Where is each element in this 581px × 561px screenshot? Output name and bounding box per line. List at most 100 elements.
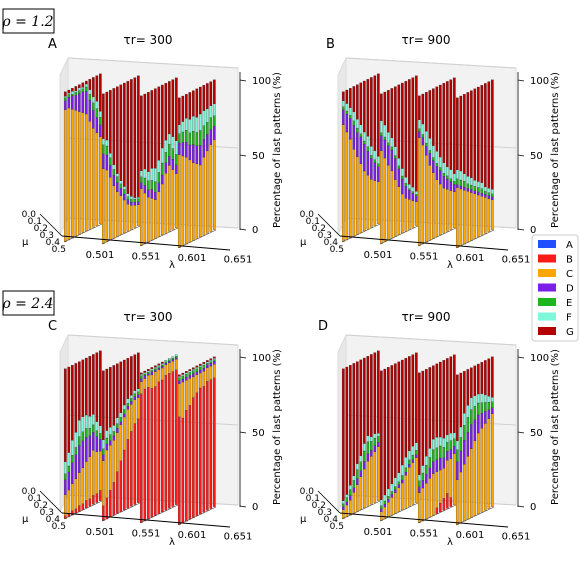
bar-segment-g xyxy=(455,374,459,441)
bar-segment-e xyxy=(112,169,116,176)
bar-segment-g xyxy=(202,85,206,111)
mu-tick-label: 0.4 xyxy=(324,238,339,248)
bar-segment-d xyxy=(105,443,109,451)
bar-segment-d xyxy=(490,407,494,414)
bar-segment-c xyxy=(105,169,109,243)
bar-segment-e xyxy=(355,469,359,479)
bar-segment-d xyxy=(366,151,370,176)
bar-segment-b xyxy=(143,388,147,522)
bar-segment-d xyxy=(67,97,71,109)
bar-segment-g xyxy=(181,372,185,375)
x-axis-label: λ xyxy=(169,537,175,548)
bar-segment-d xyxy=(74,454,78,480)
bar-segment-c xyxy=(469,448,473,518)
mu-tick-label: 0.1 xyxy=(28,217,42,227)
bar-segment-e xyxy=(376,163,380,167)
bar-segment-g xyxy=(133,77,137,198)
bar-segment-b xyxy=(177,416,181,525)
bar-segment-c xyxy=(473,440,477,516)
bar-segment-g xyxy=(98,350,102,426)
bar-segment-f xyxy=(81,87,85,89)
bar-segment-e xyxy=(483,402,487,412)
bar-segment-d xyxy=(435,166,439,180)
bar-segment-f xyxy=(188,119,192,134)
bar-segment-f xyxy=(348,107,352,116)
bar-segment-f xyxy=(119,412,123,418)
group-floor-line xyxy=(101,225,141,245)
bar-segment-e xyxy=(91,424,95,433)
y-tick-mark xyxy=(517,505,525,508)
bar-segment-f xyxy=(133,390,137,394)
bar-segment-d xyxy=(379,508,383,512)
bar-segment-d xyxy=(459,450,463,473)
bar-segment-c xyxy=(462,464,466,522)
bar-segment-d xyxy=(366,453,370,462)
bar-segment-c xyxy=(417,137,421,246)
bar-segment-f xyxy=(476,393,480,404)
bar-segment-c xyxy=(435,471,439,508)
bar-segment-e xyxy=(98,117,102,125)
bar-segment-g xyxy=(373,352,377,434)
bar-segment-c xyxy=(98,136,102,224)
bar-segment-f xyxy=(414,442,418,451)
bar-segment-b xyxy=(150,388,154,518)
bar-segment-g xyxy=(480,85,484,183)
bar-segment-b xyxy=(98,490,102,501)
bar-segment-d xyxy=(209,362,213,367)
bar-segment-b xyxy=(171,371,175,507)
bar-segment-c xyxy=(122,199,126,234)
bar-segment-c xyxy=(414,201,418,226)
bar-segment-f xyxy=(390,137,394,148)
bar-segment-f xyxy=(122,404,126,410)
bar-segment-f xyxy=(108,427,112,435)
bar-segment-g xyxy=(188,369,192,372)
bar-segment-c xyxy=(483,197,487,234)
y-axis-label: Percentage of last patterns (%) xyxy=(550,72,561,228)
bar-segment-g xyxy=(115,86,119,174)
bar-segment-e xyxy=(379,132,383,136)
bar-segment-e xyxy=(164,361,168,364)
x-axis-label: λ xyxy=(447,537,453,548)
bar-segment-d xyxy=(160,174,164,185)
bar-segment-f xyxy=(462,173,466,182)
bar-segment-d xyxy=(126,406,130,410)
bar-segment-g xyxy=(400,359,404,466)
bar-segment-d xyxy=(476,414,480,434)
bar-segment-c xyxy=(469,192,473,241)
mu-tick-label: 0.3 xyxy=(40,508,54,518)
bar-segment-f xyxy=(112,164,116,170)
bar-segment-b xyxy=(442,498,446,511)
bar-segment-c xyxy=(466,191,470,243)
bar-segment-d xyxy=(88,435,92,457)
bar-segment-f xyxy=(122,186,126,190)
bar-segment-f xyxy=(407,184,411,190)
bar-segment-f xyxy=(452,432,456,439)
bar-segment-c xyxy=(181,155,185,247)
bar-segment-c xyxy=(386,165,390,241)
bar-segment-e xyxy=(112,431,116,437)
bar-segment-d xyxy=(143,375,147,379)
bar-segment-b xyxy=(209,379,213,509)
bar-segment-f xyxy=(191,368,195,371)
bar-segment-f xyxy=(411,445,415,456)
bar-segment-c xyxy=(139,381,143,394)
bar-segment-f xyxy=(198,113,202,131)
bar-segment-g xyxy=(115,363,119,418)
bar-segment-g xyxy=(469,90,473,178)
bar-segment-g xyxy=(369,354,373,438)
bar-segment-c xyxy=(362,170,366,232)
bar-segment-f xyxy=(400,464,404,476)
bar-segment-d xyxy=(390,149,394,172)
bar-segment-g xyxy=(119,84,123,181)
legend-swatch-f xyxy=(538,312,556,321)
bar-segment-f xyxy=(146,171,150,181)
bar-segment-g xyxy=(366,356,370,436)
bar-segment-f xyxy=(177,376,181,378)
bar-segment-g xyxy=(70,88,74,92)
bar-segment-e xyxy=(386,142,390,146)
bar-segment-c xyxy=(108,177,112,241)
bar-segment-f xyxy=(101,138,105,145)
bar-segment-d xyxy=(146,373,150,376)
y-tick-label: 50 xyxy=(530,151,543,162)
bar-segment-f xyxy=(188,370,192,373)
